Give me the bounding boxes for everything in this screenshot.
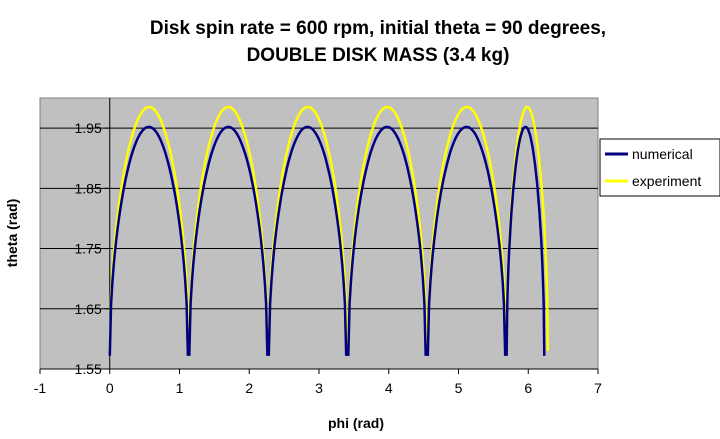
x-tick-label-8: 7	[594, 380, 602, 396]
y-axis-label: theta (rad)	[4, 199, 20, 267]
series-lines	[108, 105, 550, 356]
legend: numerical experiment	[599, 138, 720, 197]
legend-label-numerical: numerical	[632, 146, 693, 162]
y-tick-label-1: 1.65	[75, 301, 102, 317]
series-line-numerical	[108, 125, 546, 356]
y-tick-label-0: 1.55	[75, 361, 102, 377]
chart-title-line-2: DOUBLE DISK MASS (3.4 kg)	[247, 45, 510, 66]
chart-title-line-1: Disk spin rate = 600 rpm, initial theta …	[150, 18, 606, 39]
x-tick-label-4: 3	[315, 380, 323, 396]
x-tick-label-5: 4	[385, 380, 393, 396]
series-line-experiment	[108, 105, 550, 351]
y-tick-label-2: 1.75	[75, 241, 102, 257]
tick-labels: -1 0 1 2 3 4 5 6 7 1.55 1.65 1.75 1.85 1.95	[34, 120, 602, 396]
x-axis-label: phi (rad)	[328, 415, 384, 431]
x-tick-label-6: 5	[455, 380, 463, 396]
y-tick-label-4: 1.95	[75, 120, 102, 136]
legend-box	[599, 138, 720, 197]
x-tick-label-3: 2	[245, 380, 253, 396]
x-tick-label-0: -1	[34, 380, 47, 396]
y-tick-label-3: 1.85	[75, 180, 102, 196]
x-tick-label-1: 0	[106, 380, 114, 396]
x-tick-label-2: 1	[176, 380, 184, 396]
legend-label-experiment: experiment	[632, 173, 701, 189]
x-tick-label-7: 6	[524, 380, 532, 396]
